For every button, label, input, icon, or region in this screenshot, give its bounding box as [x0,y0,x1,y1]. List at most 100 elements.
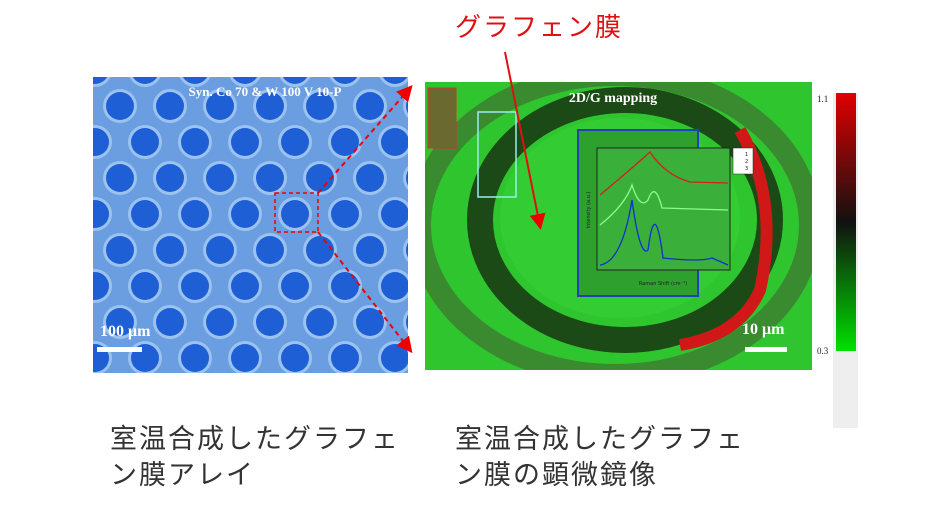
membrane [406,242,408,258]
membrane-rim [403,309,408,335]
membrane [282,77,308,84]
membrane [206,164,234,192]
membrane [181,344,209,372]
membrane [256,380,284,408]
membrane [481,56,509,84]
image-header: Syn. Co 70 & W 100 V 10-P [189,84,342,99]
scale-label: 100 μm [100,323,151,340]
scale-bar [745,347,787,352]
membrane [131,128,159,156]
membrane [531,56,559,84]
membrane-rim [403,165,408,191]
membrane-rim [353,377,387,411]
membrane [281,200,309,228]
membrane [156,308,184,336]
membrane [306,164,334,192]
membrane [406,380,434,408]
caption: ン膜の顕微鏡像 [455,460,658,491]
inset-y-label: Intensity (a.u.) [586,192,592,229]
membrane [256,164,284,192]
membrane [181,272,209,300]
membrane [131,200,159,228]
annotation-arrow [504,51,546,230]
membrane [556,380,584,408]
membrane [306,236,334,264]
membrane [106,380,134,408]
membrane [506,380,534,408]
annotation-label: グラフェン膜 [455,13,623,43]
caption: ン膜アレイ [110,460,255,491]
membrane-rim [428,53,462,87]
membrane [281,128,309,156]
membrane [356,236,384,264]
caption: 室温合成したグラフェ [110,424,400,455]
inset-x-label: Raman Shift (cm⁻¹) [639,281,687,287]
membrane [381,272,408,300]
scale-bar [97,347,142,352]
membrane-rim [403,237,408,263]
zoom-box [274,192,319,233]
membrane [232,77,258,84]
membrane-rim [153,377,187,411]
membrane [131,272,159,300]
membrane [331,272,359,300]
membrane [281,344,309,372]
membrane [106,164,134,192]
membrane [231,272,259,300]
membrane [331,200,359,228]
membrane [132,77,158,84]
colorbar-min: 0.3 [817,346,829,356]
membrane [356,308,384,336]
membrane [93,128,109,156]
membrane [306,92,334,120]
membrane [256,308,284,336]
membrane [281,272,309,300]
colorbar-max: 1.1 [817,94,828,104]
membrane [156,92,184,120]
membrane-rim [253,377,287,411]
membrane [406,98,408,114]
membrane [356,92,384,120]
membrane [306,380,334,408]
membrane [231,200,259,228]
mapping-micrograph [425,82,812,370]
membrane [231,128,259,156]
membrane [93,77,108,84]
membrane [356,164,384,192]
membrane [206,380,234,408]
membrane-rim [528,53,562,87]
membrane [181,128,209,156]
membrane-rim [403,377,437,411]
membrane [382,77,408,84]
membrane [306,308,334,336]
membrane [106,308,134,336]
membrane [456,380,484,408]
legend-entry: 2 [745,159,748,165]
membrane-rim [503,377,537,411]
membrane [331,344,359,372]
inset-legend [732,147,754,175]
membrane [106,92,134,120]
array-micrograph [93,53,587,411]
membrane [256,236,284,264]
membrane [206,308,234,336]
membrane [331,128,359,156]
mapping-title: 2D/G mapping [569,91,657,106]
membrane-rim [103,377,137,411]
membrane [381,344,408,372]
zoom-line [317,231,413,354]
membrane [381,128,408,156]
membrane [206,236,234,264]
membrane-rim [553,377,587,411]
membrane-rim [203,377,237,411]
membrane [431,56,459,84]
membrane [93,200,109,228]
membrane [156,380,184,408]
caption: 室温合成したグラフェ [455,424,745,455]
membrane [93,272,109,300]
membrane-rim [453,377,487,411]
membrane [206,92,234,120]
membrane [231,344,259,372]
legend-entry: 3 [745,166,748,172]
